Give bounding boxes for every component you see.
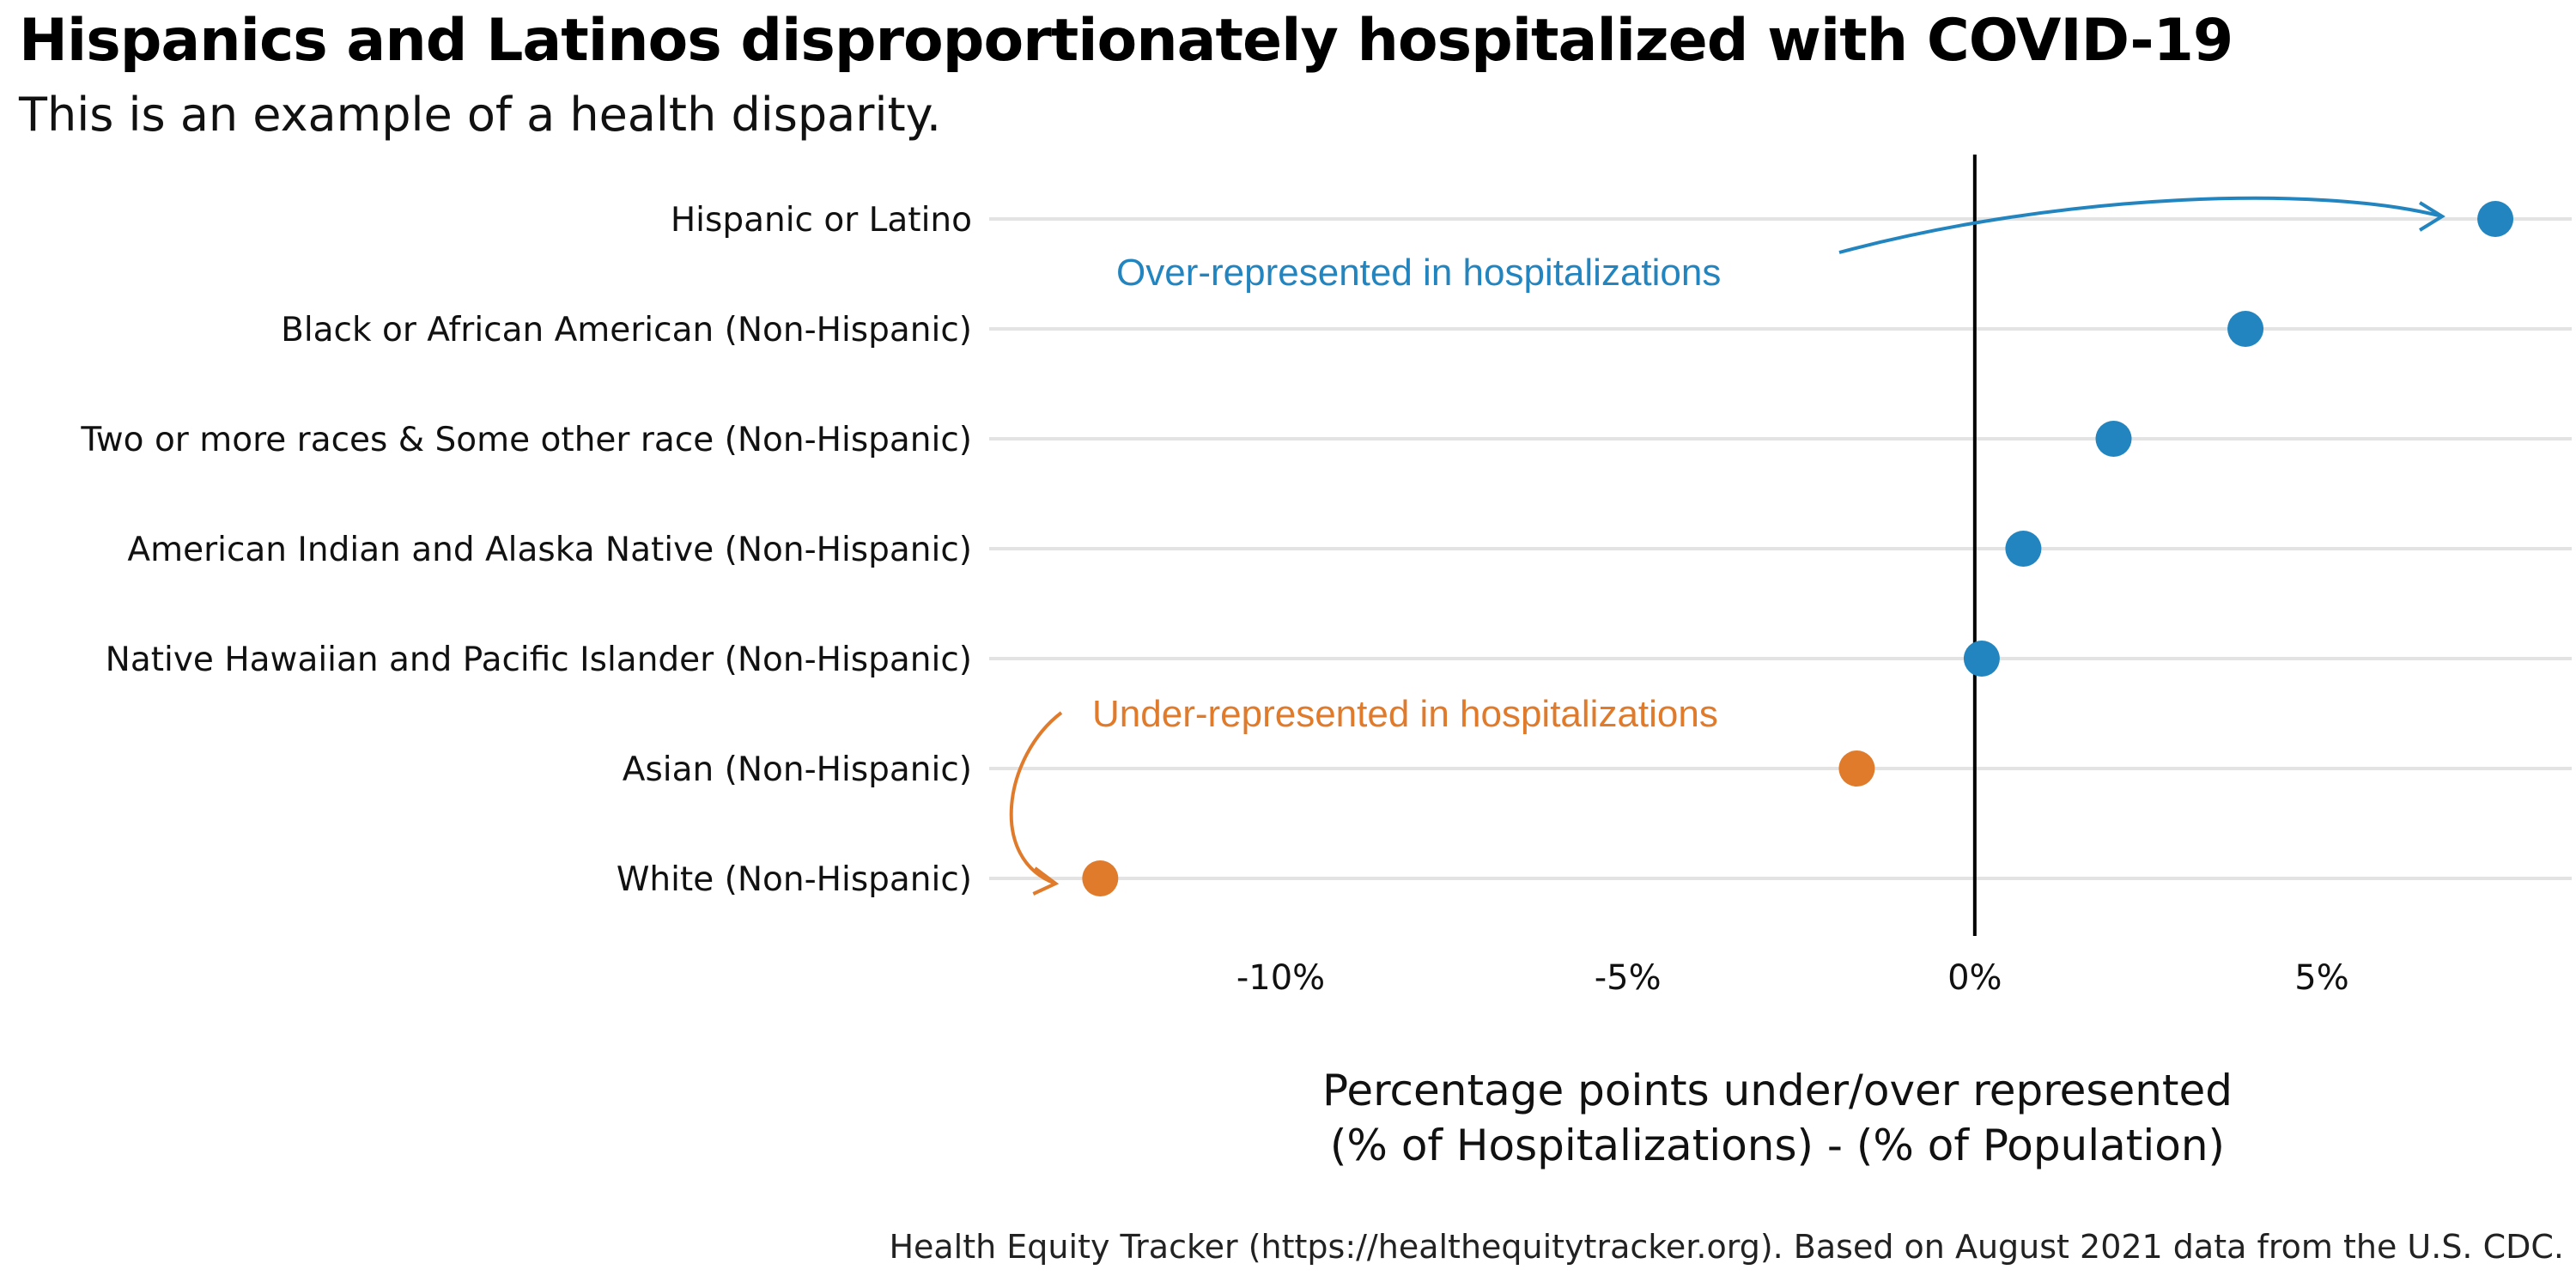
x-tick-label: 0% [1947,958,2002,998]
data-point [1963,641,2000,677]
x-tick-label: -5% [1595,958,1662,998]
under-arrow [1009,711,1063,885]
category-label: American Indian and Alaska Native (Non-H… [127,531,972,569]
data-point [2005,531,2042,567]
x-tick-label: -10% [1236,958,1325,998]
source-caption: Health Equity Tracker (https://healthequ… [889,1228,2564,1266]
over-arrowhead [2419,201,2445,232]
category-labels: Hispanic or Latino Black or African Ameri… [80,201,972,899]
category-label: White (Non-Hispanic) [617,860,972,899]
data-point [1838,750,1875,787]
x-axis-label-line2: (% of Hospitalizations) - (% of Populati… [1329,1121,2226,1170]
category-label: Two or more races & Some other race (Non… [80,421,972,459]
under-arrowhead [1032,866,1060,896]
category-label: Hispanic or Latino [671,201,972,240]
x-axis-label-line1: Percentage points under/over represented [1321,1066,2233,1115]
x-axis-label: Percentage points under/over represented… [1116,1063,2439,1173]
annotation-under-represented: Under-represented in hospitalizations [1092,693,1718,735]
category-label: Asian (Non-Hispanic) [623,750,972,789]
over-arrow [1838,196,2443,254]
data-point [2477,201,2514,237]
data-points [1082,201,2514,896]
data-point [1082,860,1119,896]
chart-title: Hispanics and Latinos disproportionately… [19,7,2233,75]
annotation-arrows [1009,196,2445,896]
x-tick-labels: -10% -5% 0% 5% [1236,958,2349,998]
data-point [2095,421,2132,457]
category-label: Native Hawaiian and Pacific Islander (No… [106,641,972,679]
gridlines [989,217,2572,880]
data-point [2227,311,2264,347]
x-tick-label: 5% [2294,958,2348,998]
annotation-over-represented: Over-represented in hospitalizations [1116,252,1721,294]
category-label: Black or African American (Non-Hispanic) [281,311,972,349]
chart-subtitle: This is an example of a health disparity… [19,88,942,142]
